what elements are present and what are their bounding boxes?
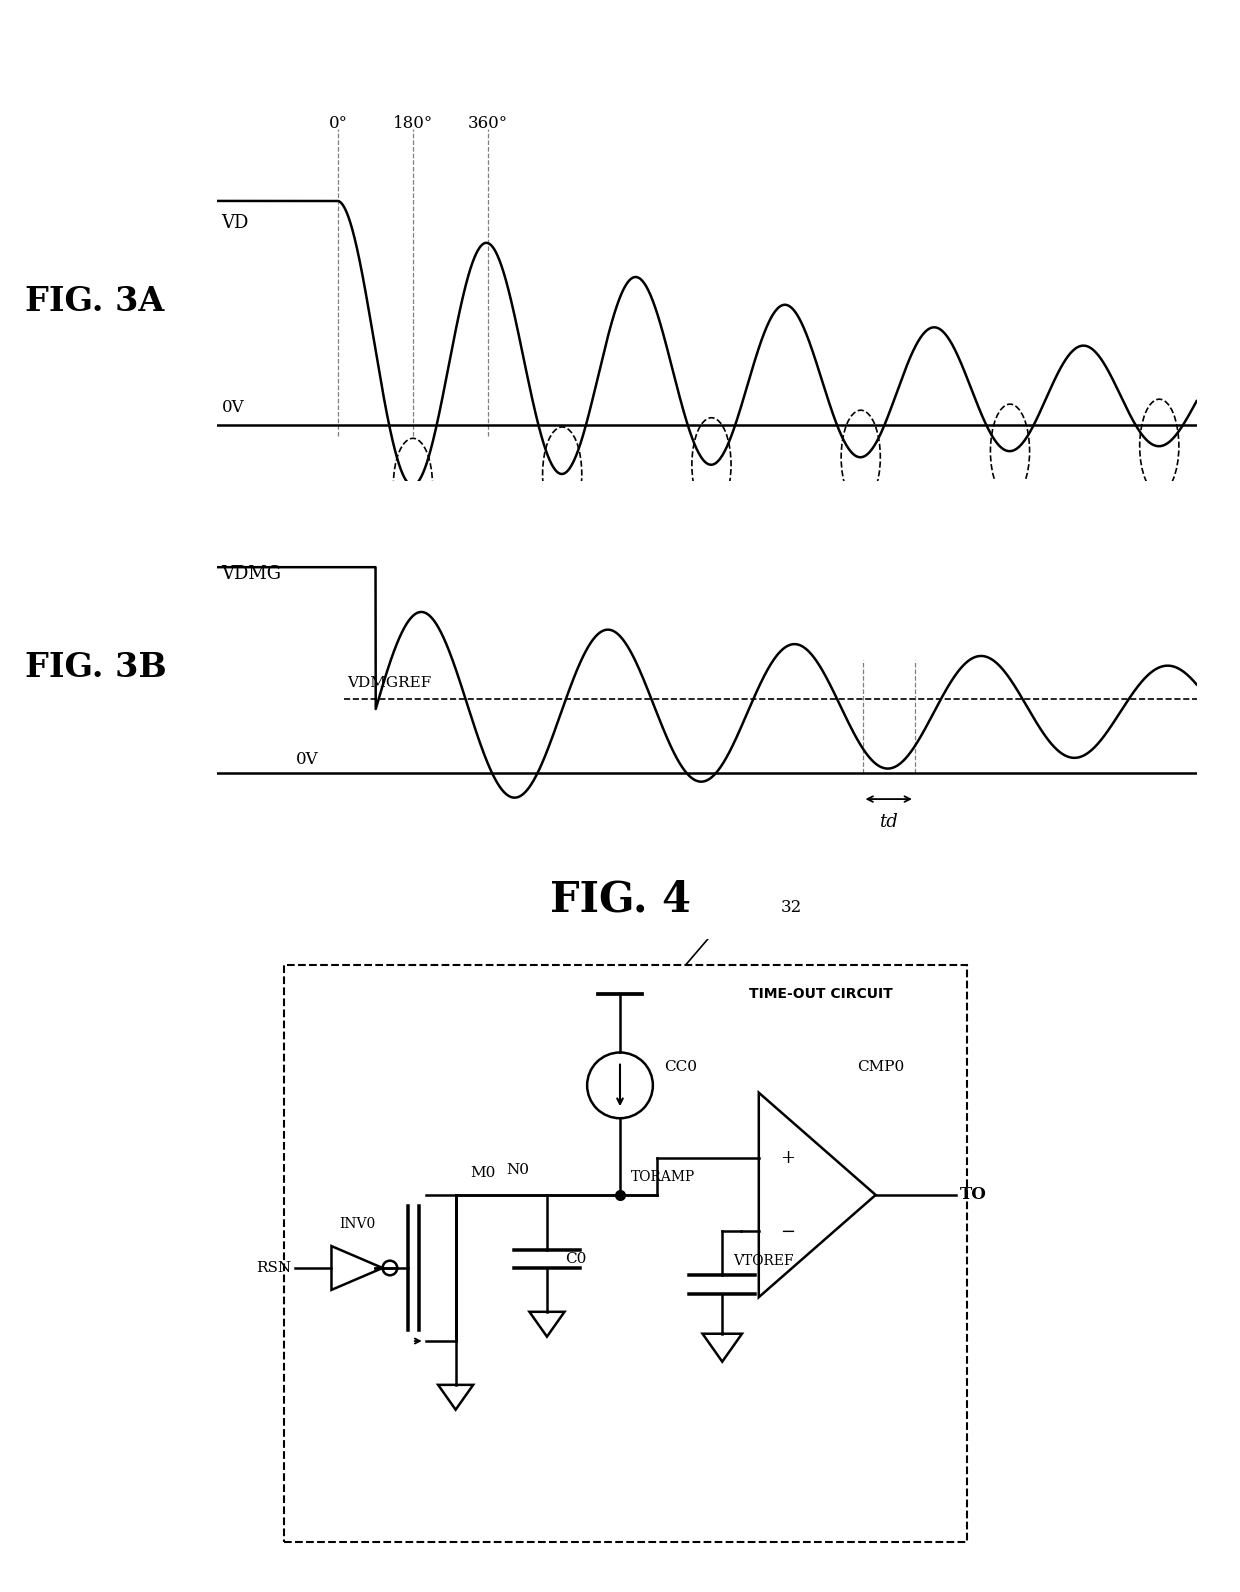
FancyBboxPatch shape: [284, 965, 967, 1543]
Text: 360°: 360°: [467, 115, 507, 132]
Text: VDMGREF: VDMGREF: [347, 675, 432, 689]
Text: FIG. 4: FIG. 4: [549, 879, 691, 920]
Text: 0V: 0V: [296, 751, 319, 767]
Text: TORAMP: TORAMP: [631, 1170, 696, 1184]
Text: +: +: [780, 1149, 796, 1167]
Text: INV0: INV0: [339, 1218, 376, 1232]
Text: TO: TO: [960, 1186, 987, 1204]
Text: VTOREF: VTOREF: [733, 1253, 794, 1267]
Text: 32: 32: [780, 899, 802, 917]
Text: VD: VD: [222, 215, 249, 232]
Text: TIME-OUT CIRCUIT: TIME-OUT CIRCUIT: [749, 987, 893, 1001]
Text: N0: N0: [506, 1162, 529, 1176]
Text: 180°: 180°: [393, 115, 433, 132]
Text: td: td: [879, 814, 898, 831]
Text: FIG. 3B: FIG. 3B: [25, 651, 166, 685]
Text: CC0: CC0: [663, 1060, 697, 1075]
Text: VDMG: VDMG: [222, 565, 281, 583]
Text: CMP0: CMP0: [857, 1060, 905, 1075]
Text: M0: M0: [470, 1167, 496, 1180]
Text: RSN: RSN: [257, 1261, 291, 1275]
Text: 0V: 0V: [222, 400, 244, 416]
Text: 0°: 0°: [329, 115, 347, 132]
Text: −: −: [780, 1223, 796, 1240]
Text: FIG. 3A: FIG. 3A: [25, 285, 164, 318]
Text: C0: C0: [565, 1251, 587, 1266]
